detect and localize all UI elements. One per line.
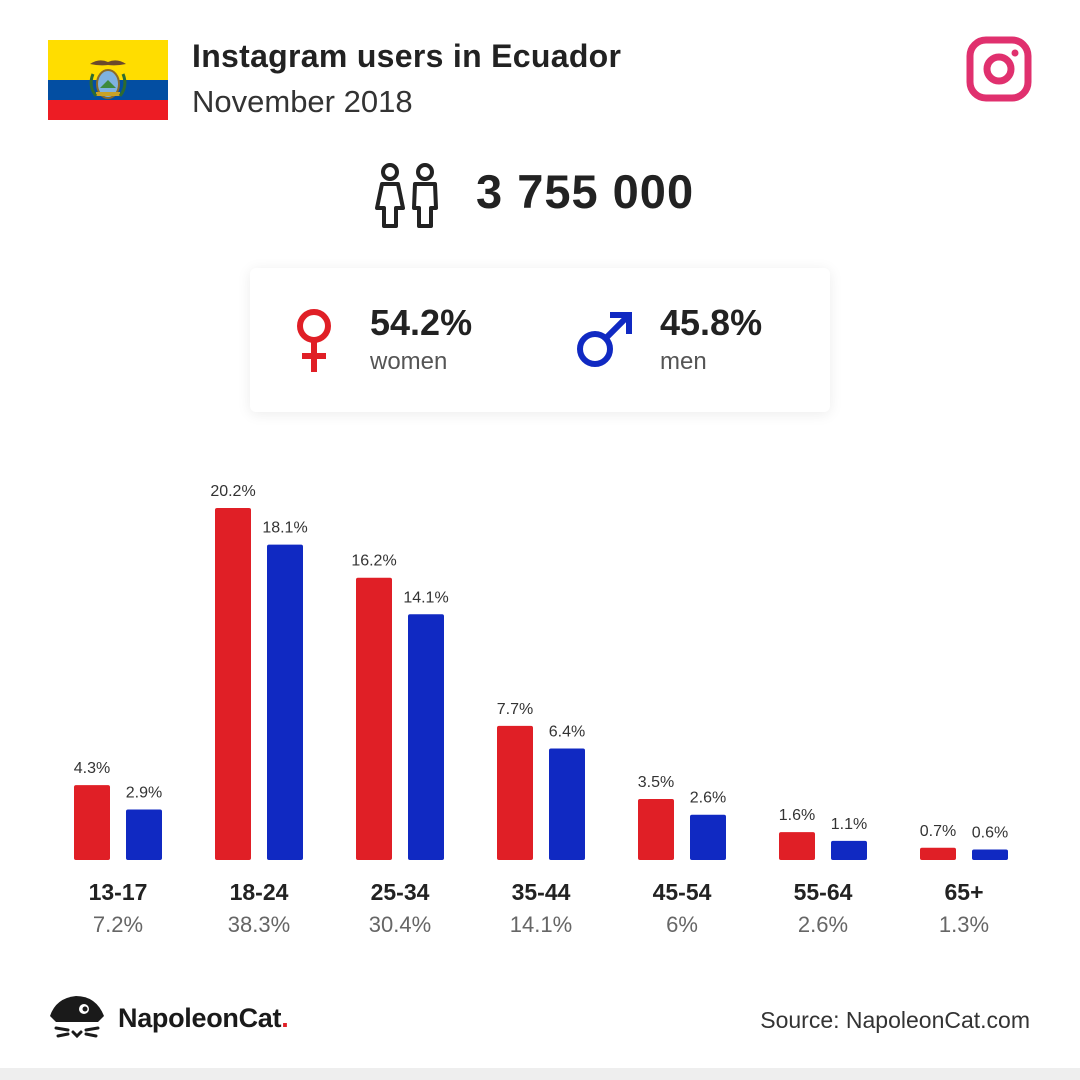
bar-women-25-34 <box>356 577 392 860</box>
category-total-65+: 1.3% <box>939 912 989 937</box>
bar-men-65+ <box>972 849 1008 860</box>
bar-label-men-65+: 0.6% <box>972 825 1008 842</box>
bar-women-65+ <box>920 847 956 860</box>
bar-women-35-44 <box>497 725 533 860</box>
bottom-band <box>0 1068 1080 1080</box>
bar-label-women-45-54: 3.5% <box>638 774 674 791</box>
women-percent: 54.2% <box>370 302 473 343</box>
bar-label-women-55-64: 1.6% <box>779 807 815 824</box>
category-label-35-44: 35-44 <box>512 879 571 905</box>
bar-label-men-13-17: 2.9% <box>126 784 162 801</box>
category-label-45-54: 45-54 <box>653 879 712 905</box>
page-title: Instagram users in Ecuador <box>192 38 622 74</box>
bar-women-13-17 <box>74 785 110 860</box>
brand-name-text: NapoleonCat <box>118 1003 282 1033</box>
bar-label-men-55-64: 1.1% <box>831 816 867 833</box>
bar-men-25-34 <box>408 614 444 860</box>
bar-label-women-13-17: 4.3% <box>74 760 110 777</box>
bar-women-45-54 <box>638 799 674 860</box>
category-label-13-17: 13-17 <box>89 879 148 905</box>
category-total-55-64: 2.6% <box>798 912 848 937</box>
category-total-18-24: 38.3% <box>228 912 290 937</box>
napoleoncat-logo-icon <box>50 996 104 1039</box>
brand-name: NapoleonCat. <box>118 1003 289 1034</box>
bar-women-55-64 <box>779 832 815 860</box>
male-symbol-icon <box>577 312 632 367</box>
bar-label-men-45-54: 2.6% <box>690 790 726 807</box>
page-subtitle: November 2018 <box>192 84 413 119</box>
bar-label-women-65+: 0.7% <box>920 823 956 840</box>
bar-men-18-24 <box>267 544 303 860</box>
bar-men-55-64 <box>831 840 867 860</box>
category-label-18-24: 18-24 <box>230 879 289 905</box>
bar-men-35-44 <box>549 748 585 860</box>
source-text: Source: NapoleonCat.com <box>760 1007 1030 1033</box>
bar-label-women-18-24: 20.2% <box>210 483 255 500</box>
bar-label-men-25-34: 14.1% <box>403 589 448 606</box>
category-label-55-64: 55-64 <box>794 879 853 905</box>
bar-men-13-17 <box>126 809 162 860</box>
category-total-25-34: 30.4% <box>369 912 431 937</box>
bar-women-18-24 <box>215 508 251 860</box>
people-icon <box>375 163 438 228</box>
category-label-25-34: 25-34 <box>371 879 430 905</box>
men-label: men <box>660 348 707 375</box>
ecuador-flag-icon <box>48 40 168 120</box>
category-total-13-17: 7.2% <box>93 912 143 937</box>
brand-dot: . <box>281 1003 289 1033</box>
category-total-35-44: 14.1% <box>510 912 572 937</box>
gender-card: 54.2% women 45.8% men <box>250 268 830 412</box>
women-label: women <box>370 348 448 375</box>
bar-label-men-35-44: 6.4% <box>549 723 585 740</box>
female-symbol-icon <box>297 309 331 372</box>
men-percent: 45.8% <box>660 302 763 343</box>
bar-label-women-35-44: 7.7% <box>497 701 533 718</box>
bar-label-women-25-34: 16.2% <box>351 553 396 570</box>
bar-men-45-54 <box>690 814 726 860</box>
total-users: 3 755 000 <box>476 165 695 218</box>
category-label-65+: 65+ <box>944 879 983 905</box>
category-total-45-54: 6% <box>666 912 698 937</box>
instagram-icon <box>966 36 1032 102</box>
bar-label-men-18-24: 18.1% <box>262 520 307 537</box>
